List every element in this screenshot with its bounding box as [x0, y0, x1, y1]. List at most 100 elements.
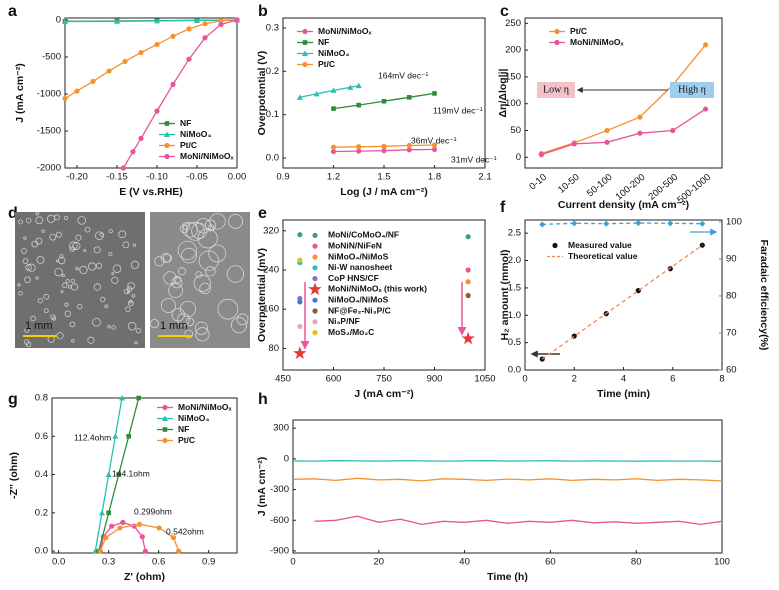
marker: [330, 148, 337, 155]
bubble: [171, 277, 183, 289]
marker: [604, 127, 610, 134]
legend-label: MoNi/NiMoOₓ: [180, 151, 235, 161]
bubble: [185, 221, 205, 241]
bubble: [181, 247, 197, 264]
micrograph: [150, 212, 250, 348]
legend-marker: [554, 39, 560, 46]
bubble: [107, 324, 111, 329]
marker: [297, 323, 303, 329]
scale-label: 1 mm: [160, 320, 188, 332]
legend-marker: [312, 330, 318, 336]
panel-letter: g: [8, 391, 18, 408]
bubble: [125, 306, 131, 312]
y-tick-label: 80: [268, 343, 279, 354]
marker: [637, 114, 643, 120]
bubble: [72, 241, 81, 251]
marker: [62, 95, 68, 102]
y-tick-label: 50: [510, 125, 521, 136]
marker: [170, 33, 176, 39]
legend-marker: [312, 276, 318, 282]
legend-marker: [312, 308, 318, 314]
legend-label: NiMoO₄: [318, 48, 349, 58]
x-tick-label: -0.05: [186, 172, 208, 183]
bubble: [53, 214, 60, 221]
y-axis-label: J (mA cm⁻²): [256, 457, 268, 516]
bubble: [25, 217, 32, 224]
y-tick-label: 1.0: [508, 310, 521, 321]
y-axis-label: J (mA cm⁻²): [14, 63, 26, 122]
marker: [465, 267, 471, 273]
legend-marker: [162, 427, 168, 432]
y-tick-label: 0.0: [266, 153, 279, 164]
bubble: [160, 252, 171, 264]
marker: [356, 144, 362, 150]
micrograph: [15, 212, 145, 348]
bubble: [108, 229, 113, 234]
y-tick-label: 200: [505, 45, 521, 56]
legend-label: NiMoO₄/NiMoS: [328, 294, 389, 304]
marker: [699, 242, 705, 248]
marker: [154, 41, 160, 48]
legend-label: Pt/C: [570, 26, 587, 36]
marker: [313, 90, 320, 97]
bubble: [61, 282, 68, 288]
bubble: [193, 274, 211, 292]
bubble: [88, 262, 97, 271]
marker: [406, 95, 412, 100]
marker: [156, 525, 162, 531]
bubble: [52, 316, 57, 321]
y-tick-label: 0: [516, 152, 521, 163]
y-tick-label: -1500: [37, 126, 61, 137]
legend-marker: [312, 254, 318, 260]
x-tick-label: 6: [670, 374, 675, 385]
marker: [635, 219, 642, 226]
x-axis-label: J (mA cm⁻²): [354, 388, 413, 400]
marker: [406, 147, 412, 153]
marker: [432, 91, 437, 96]
bubble: [226, 265, 245, 283]
x-axis-label: Z' (ohm): [124, 571, 165, 583]
legend-marker: [308, 282, 322, 296]
y-axis-label: H₂ amount (mmol): [499, 250, 511, 341]
bubble: [179, 224, 189, 234]
bubble: [104, 304, 109, 309]
bubble: [122, 241, 130, 249]
bubble: [35, 216, 44, 225]
marker: [218, 18, 224, 24]
bubble: [198, 250, 219, 271]
marker: [176, 548, 182, 554]
bubble: [197, 228, 218, 249]
bubble: [69, 241, 78, 251]
annotation: Low η: [543, 84, 569, 95]
marker: [136, 521, 143, 527]
marker: [381, 148, 387, 154]
marker: [154, 108, 160, 114]
x-axis-label: E (V vs.RHE): [119, 186, 183, 198]
x-tick-label: 1050: [474, 374, 495, 385]
legend-marker: [162, 404, 168, 411]
legend-label: NF: [318, 37, 329, 47]
bubble: [127, 282, 135, 290]
bubble: [69, 246, 76, 252]
bubble: [23, 236, 27, 240]
x-tick-label: 450: [275, 374, 291, 385]
x-tick-label: 2.1: [478, 172, 491, 183]
bubble: [49, 233, 57, 241]
plot-frame: [292, 419, 723, 554]
bubble: [100, 296, 106, 302]
legend-label: NF@Fe₂-Ni₃P/C: [328, 305, 391, 315]
y-axis-label: -Z'' (ohm): [8, 452, 20, 499]
bubble: [132, 243, 136, 247]
marker: [112, 433, 119, 439]
x-tick-label: 1.5: [377, 172, 390, 183]
x-tick-label: 80: [631, 557, 642, 568]
x-tick-label: 20: [374, 557, 385, 568]
bubble: [37, 298, 43, 304]
bubble: [118, 230, 127, 239]
legend-label: MoNiN/NiFeN: [328, 240, 382, 250]
bubble: [79, 265, 88, 275]
marker: [194, 17, 200, 23]
series-line: [292, 460, 723, 462]
bubble: [77, 216, 87, 225]
y-tick-label: 150: [505, 71, 521, 82]
